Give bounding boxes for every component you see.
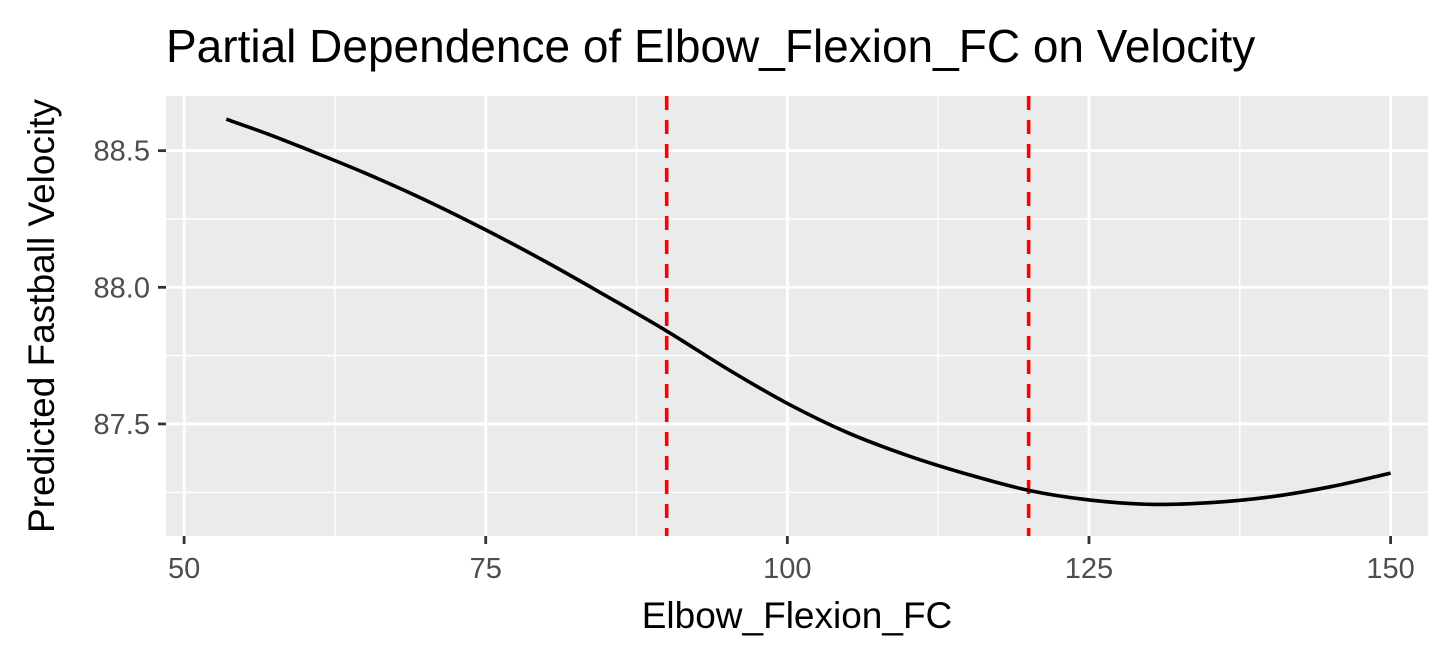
plot-panel bbox=[166, 96, 1428, 536]
x-axis-ticks: 50 75 100 125 150 bbox=[168, 536, 1415, 585]
reference-lines bbox=[664, 96, 1031, 536]
y-tick-label: 88.5 bbox=[94, 136, 150, 168]
major-gridlines bbox=[166, 96, 1428, 536]
y-axis-ticks: 87.5 88.0 88.5 bbox=[94, 136, 166, 441]
y-tick-label: 87.5 bbox=[94, 409, 150, 441]
partial-dependence-curve bbox=[225, 117, 1391, 507]
x-tick-label: 50 bbox=[168, 553, 200, 585]
x-tick-label: 150 bbox=[1366, 553, 1414, 585]
x-axis-title: Elbow_Flexion_FC bbox=[642, 595, 953, 636]
y-tick-label: 88.0 bbox=[94, 272, 150, 304]
chart-title: Partial Dependence of Elbow_Flexion_FC o… bbox=[166, 20, 1255, 72]
y-axis-title: Predicted Fastball Velocity bbox=[21, 99, 62, 533]
x-tick-label: 125 bbox=[1065, 553, 1113, 585]
minor-gridlines bbox=[166, 96, 1428, 536]
x-tick-label: 100 bbox=[763, 553, 811, 585]
x-tick-label: 75 bbox=[470, 553, 502, 585]
